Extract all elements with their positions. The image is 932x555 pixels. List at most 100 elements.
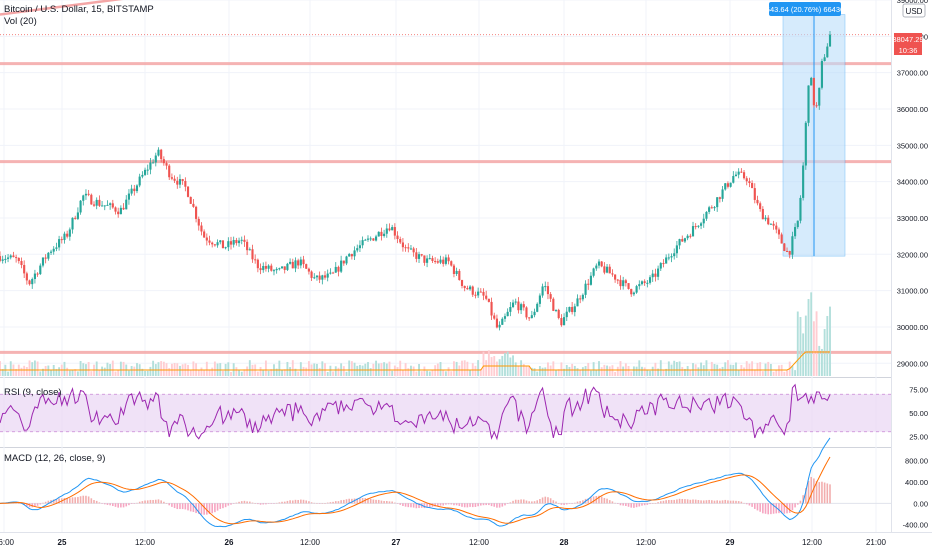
candle-body (479, 291, 482, 293)
volume-bar (369, 368, 372, 376)
volume-bar (606, 365, 608, 376)
candle-body (511, 302, 515, 308)
volume-bar (466, 361, 469, 376)
candle-body (810, 77, 813, 86)
volume-bar (622, 366, 625, 376)
volume-bar (58, 367, 61, 376)
candle-body (87, 193, 90, 195)
macd-histogram-bar (426, 503, 428, 508)
volume-bar (375, 360, 377, 376)
macd-histogram-bar (490, 503, 493, 507)
macd-histogram-bar (385, 501, 388, 504)
candle-body (36, 273, 39, 275)
candle-body (662, 263, 665, 265)
volume-bar (595, 370, 598, 376)
candle-body (348, 254, 351, 257)
candle-body (769, 223, 772, 225)
macd-histogram-bar (544, 496, 547, 504)
macd-histogram-bar (498, 503, 501, 508)
volume-bar (305, 367, 308, 376)
macd-histogram-bar (794, 503, 796, 508)
volume-bar (439, 361, 442, 376)
candle-body (619, 279, 622, 287)
macd-histogram-bar (659, 501, 662, 504)
candle-body (761, 209, 764, 220)
candle-body (745, 178, 748, 182)
time-axis[interactable]: 16:00 25 12:00 26 12:00 27 12:00 28 12:00 29 12:00… (0, 538, 887, 547)
volume-bar (697, 367, 700, 376)
macd-histogram-bar (197, 503, 200, 514)
macd-line (0, 437, 831, 528)
volume-bar (47, 365, 50, 376)
candle-body (576, 298, 579, 307)
macd-histogram-bar (388, 501, 391, 504)
volume-bar (412, 366, 415, 376)
volume-bar (753, 369, 756, 376)
macd-histogram-bar (321, 503, 324, 504)
volume-bar (659, 360, 662, 376)
candle-body (643, 281, 646, 283)
macd-histogram-bar (415, 503, 418, 509)
candle-body (772, 223, 775, 226)
macd-histogram-bar (767, 503, 770, 515)
macd-histogram-bar (662, 500, 665, 504)
macd-histogram-bar (42, 502, 44, 504)
macd-histogram-bar (324, 503, 326, 504)
volume-bar (71, 369, 74, 376)
volume-bar (560, 362, 563, 376)
horizontal-levels[interactable] (0, 0, 891, 354)
macd-histogram-bar (509, 502, 512, 504)
candle-body (528, 317, 531, 319)
rsi-pane: 75.00 50.00 25.00 (0, 383, 928, 442)
volume-bar (318, 367, 321, 376)
macd-histogram-bar (251, 502, 254, 504)
candle-body (654, 273, 657, 277)
candle-body (109, 203, 112, 205)
candle-body (240, 239, 243, 241)
candle-body (111, 203, 114, 208)
volume-bar (794, 370, 797, 376)
candle-body (117, 211, 120, 215)
volume-bar (807, 299, 810, 376)
currency-badge[interactable] (902, 3, 926, 18)
macd-histogram-bar (531, 501, 533, 504)
volume-bar (681, 366, 684, 376)
candle-body (686, 235, 689, 239)
macd-histogram-bar (665, 500, 667, 504)
candle-body (675, 245, 678, 254)
candle-body (227, 241, 230, 248)
macd-histogram-bar (154, 499, 157, 504)
candle-body (76, 212, 79, 219)
candle-body (350, 254, 353, 257)
candle-body (275, 268, 278, 271)
macd-histogram-bar (587, 498, 590, 504)
macd-histogram-bar (36, 503, 39, 506)
macd-histogram-bar (716, 500, 718, 504)
macd-histogram-bar (101, 503, 103, 504)
macd-histogram-bar (574, 502, 576, 504)
candle-body (321, 275, 324, 280)
macd-histogram-bar (112, 503, 114, 507)
candle-body (329, 272, 332, 274)
measure-box[interactable] (782, 14, 846, 257)
candle-body (713, 207, 716, 209)
macd-histogram-bar (533, 501, 536, 504)
volume-bar (76, 371, 79, 376)
macd-histogram-bar (399, 503, 402, 505)
volume-bar (238, 369, 240, 376)
macd-histogram-bar (506, 503, 509, 504)
candle-body (694, 226, 697, 228)
candle-body (286, 263, 289, 270)
candle-body (699, 223, 703, 226)
candle-body (514, 301, 517, 303)
volume-bar (262, 369, 265, 376)
candle-body (796, 220, 799, 228)
macd-histogram-bar (496, 503, 498, 508)
candle-body (828, 34, 832, 47)
volume-bar (391, 370, 394, 376)
candle-body (407, 247, 410, 249)
candle-body (12, 255, 15, 258)
macd-histogram-bar (646, 503, 649, 505)
